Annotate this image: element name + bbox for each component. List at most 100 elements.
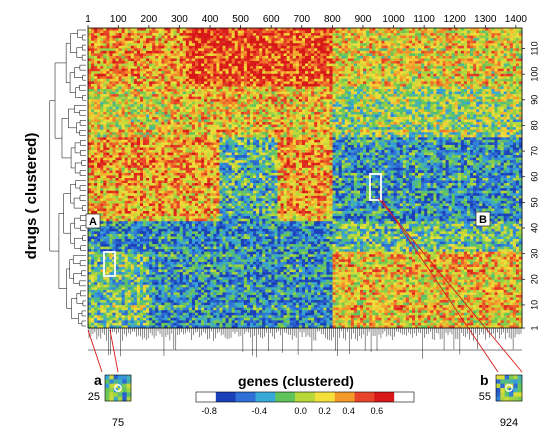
heatmap-cell: [317, 55, 321, 59]
heatmap-cell: [136, 71, 141, 75]
heatmap-cell: [457, 45, 462, 49]
heatmap-cell: [381, 83, 385, 87]
heatmap-cell: [155, 68, 159, 72]
heatmap-cell: [442, 50, 446, 54]
heatmap-cell: [332, 83, 336, 87]
heatmap-cell: [314, 106, 318, 110]
heatmap-cell: [240, 53, 245, 57]
heatmap-cell: [130, 38, 135, 42]
heatmap-cell: [191, 38, 196, 42]
heatmap-cell: [185, 55, 190, 59]
heatmap-cell: [491, 30, 495, 34]
heatmap-cell: [136, 109, 141, 113]
heatmap-cell: [360, 43, 364, 47]
heatmap-cell: [393, 53, 398, 57]
heatmap-cell: [396, 30, 401, 34]
heatmap-cell: [182, 89, 187, 92]
heatmap-cell: [213, 45, 217, 49]
heatmap-cell: [335, 58, 339, 62]
heatmap-cell: [415, 99, 419, 103]
heatmap-cell: [286, 71, 291, 75]
heatmap-cell: [234, 73, 239, 77]
heatmap-cell: [286, 61, 291, 64]
heatmap-cell: [424, 106, 428, 110]
heatmap-cell: [326, 33, 330, 36]
heatmap-cell: [329, 81, 333, 85]
heatmap-cell: [308, 73, 312, 77]
heatmap-cell: [323, 30, 327, 34]
heatmap-cell: [482, 58, 486, 62]
heatmap-cell: [442, 43, 446, 47]
heatmap-cell: [430, 58, 434, 62]
heatmap-cell: [228, 83, 232, 87]
heatmap-cell: [402, 66, 407, 70]
heatmap-cell: [308, 38, 312, 42]
heatmap-cell: [460, 66, 465, 70]
heatmap-cell: [136, 99, 141, 103]
heatmap-cell: [347, 76, 352, 80]
heatmap-cell: [121, 71, 126, 75]
heatmap-cell: [485, 106, 489, 110]
heatmap-cell: [347, 86, 352, 90]
heatmap-cell: [136, 53, 141, 57]
heatmap-cell: [112, 109, 116, 113]
heatmap-cell: [198, 38, 202, 42]
heatmap-cell: [433, 63, 437, 67]
heatmap-cell: [170, 55, 174, 59]
heatmap-cell: [347, 71, 352, 75]
heatmap-cell: [405, 61, 410, 64]
heatmap-cell: [133, 68, 138, 72]
heatmap-cell: [222, 78, 226, 82]
heatmap-cell: [204, 30, 208, 34]
heatmap-cell: [405, 94, 410, 97]
heatmap-cell: [384, 33, 388, 36]
heatmap-cell: [482, 50, 486, 54]
heatmap-cell: [356, 111, 361, 115]
heatmap-cell: [314, 73, 318, 77]
heatmap-cell: [259, 50, 263, 54]
heatmap-cell: [161, 48, 165, 52]
heatmap-cell: [402, 38, 407, 42]
heatmap-cell: [286, 35, 291, 39]
heatmap-cell: [127, 63, 132, 67]
heatmap-cell: [216, 38, 220, 42]
heatmap-cell: [94, 106, 98, 110]
heatmap-cell: [512, 111, 517, 115]
heatmap-cell: [457, 83, 462, 87]
heatmap-cell: [274, 83, 278, 87]
heatmap-cell: [182, 66, 187, 70]
heatmap-cell: [421, 38, 425, 42]
heatmap-cell: [249, 99, 254, 103]
heatmap-cell: [451, 50, 456, 54]
heatmap-cell: [356, 104, 361, 108]
heatmap-cell: [436, 28, 440, 31]
heatmap-cell: [265, 68, 269, 72]
heatmap-cell: [219, 50, 223, 54]
heatmap-cell: [369, 91, 373, 95]
heatmap-cell: [332, 40, 336, 44]
heatmap-cell: [350, 96, 355, 100]
heatmap-cell: [253, 73, 257, 77]
heatmap-cell: [289, 45, 294, 49]
heatmap-cell: [222, 43, 226, 47]
heatmap-cell: [405, 106, 410, 110]
heatmap-cell: [399, 86, 404, 90]
heatmap-cell: [136, 35, 141, 39]
heatmap-cell: [139, 94, 144, 97]
heatmap-cell: [219, 38, 223, 42]
heatmap-cell: [301, 104, 306, 108]
heatmap-cell: [259, 89, 263, 92]
heatmap-cell: [146, 28, 150, 31]
heatmap-cell: [369, 30, 373, 34]
heatmap-cell: [436, 55, 440, 59]
heatmap-cell: [167, 33, 171, 36]
heatmap-cell: [286, 78, 291, 82]
heatmap-cell: [106, 48, 110, 52]
heatmap-cell: [222, 28, 226, 31]
heatmap-cell: [198, 109, 202, 113]
heatmap-cell: [106, 58, 110, 62]
heatmap-cell: [439, 104, 443, 108]
heatmap-cell: [301, 96, 306, 100]
heatmap-cell: [213, 53, 217, 57]
heatmap-cell: [314, 96, 318, 100]
